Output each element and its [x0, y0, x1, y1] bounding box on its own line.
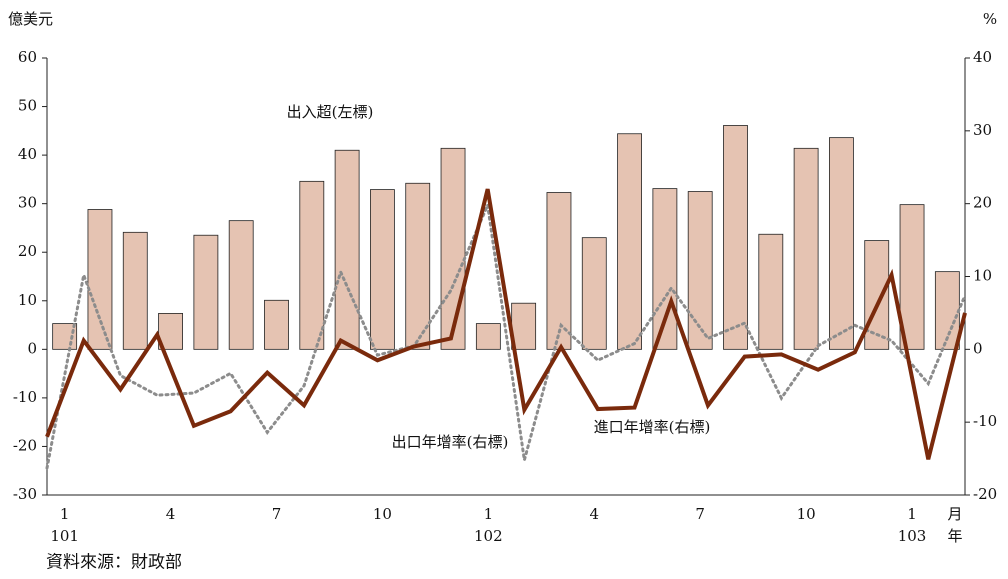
- bar: [829, 137, 854, 350]
- bar: [864, 240, 890, 350]
- y2-tick-label: 20: [973, 194, 992, 212]
- x-year-label: 103: [898, 527, 927, 545]
- x-tick-label: 7: [272, 505, 282, 523]
- bar: [723, 125, 748, 350]
- bar: [87, 209, 113, 350]
- y2-axis-label: %: [983, 10, 997, 28]
- y-axis-label: 億美元: [8, 10, 53, 28]
- bar: [440, 147, 466, 350]
- bar: [687, 191, 713, 350]
- bar: [899, 204, 925, 350]
- bar: [370, 189, 395, 350]
- y2-tick-label: 30: [973, 121, 992, 139]
- series-label: 出口年增率(右標): [392, 433, 509, 451]
- bar: [299, 180, 325, 350]
- x-year-label: 102: [474, 527, 503, 545]
- y-tick-label: 60: [18, 48, 37, 66]
- y-tick-label: 50: [18, 97, 37, 115]
- bar: [793, 147, 819, 350]
- bar: [475, 323, 501, 350]
- bar: [581, 237, 607, 350]
- x-tick-label: 10: [797, 505, 816, 523]
- x-tick-label: 4: [589, 505, 599, 523]
- y2-tick-label: -20: [973, 485, 997, 503]
- bar: [758, 233, 784, 350]
- x-tick-label: 7: [695, 505, 705, 523]
- line: [45, 199, 967, 470]
- bar: [546, 192, 572, 350]
- bar: [193, 234, 219, 350]
- x-unit-year: 年: [947, 527, 962, 545]
- y-tick-label: -10: [13, 388, 37, 406]
- y2-tick-label: -10: [973, 412, 997, 430]
- y2-tick-label: 0: [973, 339, 983, 357]
- bar: [617, 133, 642, 350]
- y-tick-label: 10: [18, 291, 37, 309]
- source: 資料來源：財政部: [46, 553, 182, 573]
- x-tick-label: 1: [907, 505, 917, 523]
- y-tick-label: 30: [18, 194, 37, 212]
- line: [45, 188, 967, 460]
- series-label: 進口年增率(右標): [594, 418, 711, 436]
- bar: [52, 323, 78, 350]
- y-tick-label: 40: [18, 145, 37, 163]
- x-tick-label: 10: [373, 505, 392, 523]
- bar: [405, 182, 431, 350]
- x-year-label: 101: [50, 527, 79, 545]
- x-unit-month: 月: [947, 505, 962, 523]
- bar: [228, 220, 254, 350]
- y-tick-label: 20: [18, 242, 37, 260]
- y2-tick-label: 10: [973, 267, 992, 285]
- y-tick-label: 0: [27, 339, 37, 357]
- x-tick-label: 4: [166, 505, 176, 523]
- x-tick-label: 1: [60, 505, 70, 523]
- bar: [511, 302, 537, 350]
- bar: [334, 149, 360, 350]
- y2-tick-label: 40: [973, 48, 992, 66]
- series-label: 出入超(左標): [287, 103, 374, 121]
- bar: [122, 231, 148, 350]
- y-tick-label: -30: [13, 485, 37, 503]
- y-tick-label: -20: [13, 436, 37, 454]
- x-tick-label: 1: [484, 505, 494, 523]
- bar: [264, 299, 289, 350]
